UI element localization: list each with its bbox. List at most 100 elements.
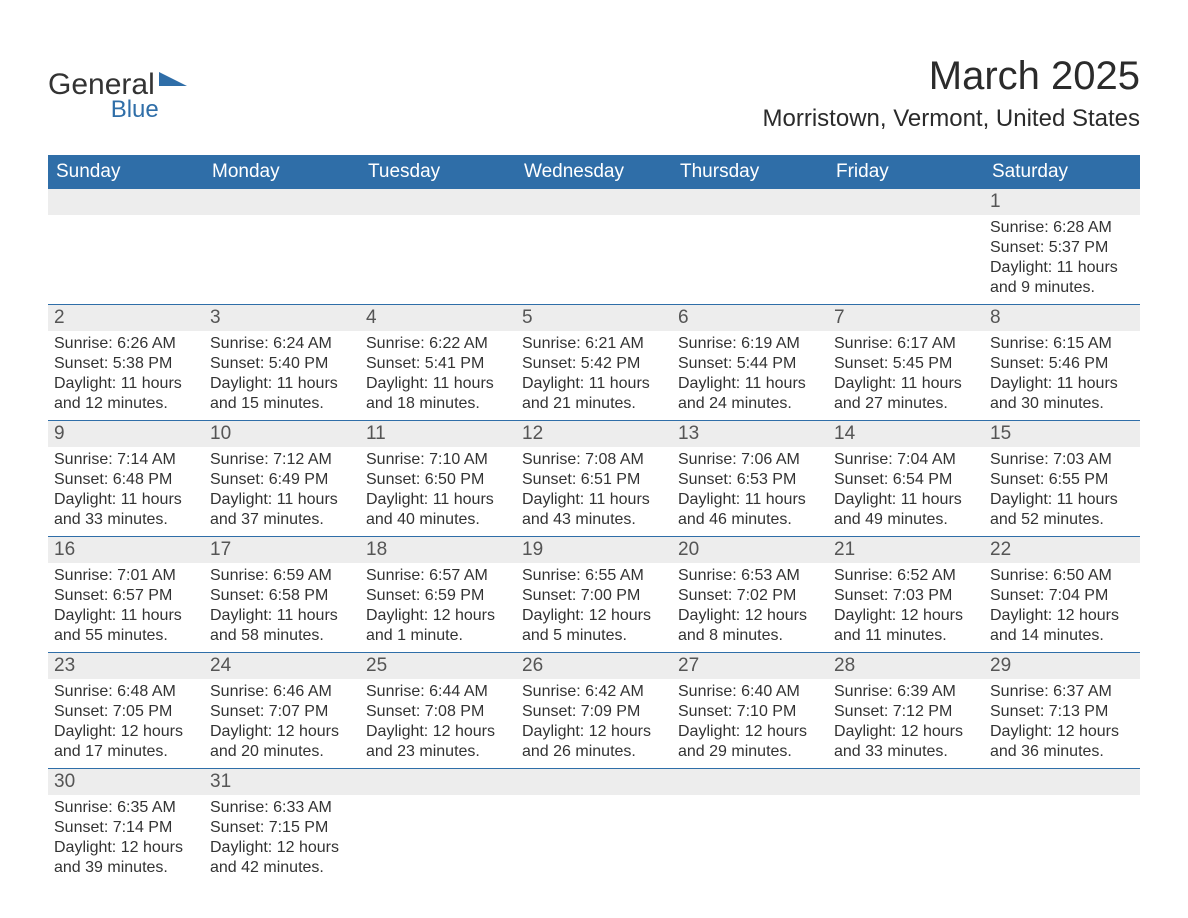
sunrise-line: Sunrise: 6:53 AM [678, 566, 822, 586]
sunset-line: Sunset: 5:38 PM [54, 354, 198, 374]
day-number-cell: 6 [672, 305, 828, 332]
daylight-line: Daylight: 11 hours and 49 minutes. [834, 490, 978, 530]
sunset-line: Sunset: 6:50 PM [366, 470, 510, 490]
day-details-cell: Sunrise: 6:37 AMSunset: 7:13 PMDaylight:… [984, 679, 1140, 769]
day-details-cell: Sunrise: 6:21 AMSunset: 5:42 PMDaylight:… [516, 331, 672, 421]
day-number-cell: 10 [204, 421, 360, 448]
day-number-cell: 12 [516, 421, 672, 448]
sunset-line: Sunset: 7:13 PM [990, 702, 1134, 722]
sunrise-line: Sunrise: 6:57 AM [366, 566, 510, 586]
weekday-header: Saturday [984, 155, 1140, 189]
sunset-line: Sunset: 6:59 PM [366, 586, 510, 606]
day-details-cell [672, 795, 828, 884]
daylight-line: Daylight: 12 hours and 29 minutes. [678, 722, 822, 762]
daylight-line: Daylight: 11 hours and 37 minutes. [210, 490, 354, 530]
sunrise-line: Sunrise: 6:33 AM [210, 798, 354, 818]
sunrise-line: Sunrise: 6:17 AM [834, 334, 978, 354]
day-details-cell: Sunrise: 6:26 AMSunset: 5:38 PMDaylight:… [48, 331, 204, 421]
day-number-cell: 26 [516, 653, 672, 680]
sunrise-line: Sunrise: 6:21 AM [522, 334, 666, 354]
sunset-line: Sunset: 5:41 PM [366, 354, 510, 374]
daylight-line: Daylight: 12 hours and 33 minutes. [834, 722, 978, 762]
daylight-line: Daylight: 12 hours and 5 minutes. [522, 606, 666, 646]
sunset-line: Sunset: 5:45 PM [834, 354, 978, 374]
day-number-cell: 19 [516, 537, 672, 564]
sunrise-line: Sunrise: 6:55 AM [522, 566, 666, 586]
sunset-line: Sunset: 7:04 PM [990, 586, 1134, 606]
day-number-cell [204, 189, 360, 215]
daylight-line: Daylight: 12 hours and 23 minutes. [366, 722, 510, 762]
week-daynum-row: 9101112131415 [48, 421, 1140, 448]
week-details-row: Sunrise: 6:35 AMSunset: 7:14 PMDaylight:… [48, 795, 1140, 884]
day-number-cell: 21 [828, 537, 984, 564]
week-details-row: Sunrise: 6:26 AMSunset: 5:38 PMDaylight:… [48, 331, 1140, 421]
sunrise-line: Sunrise: 6:19 AM [678, 334, 822, 354]
sunset-line: Sunset: 5:40 PM [210, 354, 354, 374]
day-number-cell [516, 189, 672, 215]
day-details-cell: Sunrise: 6:59 AMSunset: 6:58 PMDaylight:… [204, 563, 360, 653]
sunset-line: Sunset: 7:12 PM [834, 702, 978, 722]
sunrise-line: Sunrise: 7:14 AM [54, 450, 198, 470]
daylight-line: Daylight: 11 hours and 24 minutes. [678, 374, 822, 414]
day-number-cell: 24 [204, 653, 360, 680]
sunset-line: Sunset: 7:07 PM [210, 702, 354, 722]
day-details-cell: Sunrise: 6:40 AMSunset: 7:10 PMDaylight:… [672, 679, 828, 769]
week-daynum-row: 2345678 [48, 305, 1140, 332]
day-details-cell: Sunrise: 7:03 AMSunset: 6:55 PMDaylight:… [984, 447, 1140, 537]
day-details-cell: Sunrise: 7:01 AMSunset: 6:57 PMDaylight:… [48, 563, 204, 653]
daylight-line: Daylight: 11 hours and 15 minutes. [210, 374, 354, 414]
day-number-cell [672, 189, 828, 215]
sunrise-line: Sunrise: 6:48 AM [54, 682, 198, 702]
sunset-line: Sunset: 6:54 PM [834, 470, 978, 490]
week-details-row: Sunrise: 6:28 AMSunset: 5:37 PMDaylight:… [48, 215, 1140, 305]
day-number-cell: 1 [984, 189, 1140, 215]
daylight-line: Daylight: 11 hours and 21 minutes. [522, 374, 666, 414]
sunset-line: Sunset: 7:00 PM [522, 586, 666, 606]
day-number-cell: 25 [360, 653, 516, 680]
daylight-line: Daylight: 12 hours and 42 minutes. [210, 838, 354, 878]
daylight-line: Daylight: 12 hours and 1 minute. [366, 606, 510, 646]
sunrise-line: Sunrise: 6:28 AM [990, 218, 1134, 238]
sunset-line: Sunset: 5:42 PM [522, 354, 666, 374]
day-details-cell: Sunrise: 7:10 AMSunset: 6:50 PMDaylight:… [360, 447, 516, 537]
day-number-cell: 3 [204, 305, 360, 332]
daylight-line: Daylight: 11 hours and 30 minutes. [990, 374, 1134, 414]
week-details-row: Sunrise: 7:01 AMSunset: 6:57 PMDaylight:… [48, 563, 1140, 653]
day-number-cell: 9 [48, 421, 204, 448]
day-details-cell: Sunrise: 6:33 AMSunset: 7:15 PMDaylight:… [204, 795, 360, 884]
day-number-cell: 15 [984, 421, 1140, 448]
day-details-cell: Sunrise: 7:08 AMSunset: 6:51 PMDaylight:… [516, 447, 672, 537]
day-details-cell [516, 215, 672, 305]
week-details-row: Sunrise: 7:14 AMSunset: 6:48 PM Daylight:… [48, 447, 1140, 537]
daylight-line: Daylight: 11 hours and 40 minutes. [366, 490, 510, 530]
logo-word2: Blue [111, 98, 159, 122]
sunset-line: Sunset: 6:48 PM [54, 470, 198, 490]
day-number-cell: 8 [984, 305, 1140, 332]
day-number-cell [48, 189, 204, 215]
day-number-cell: 4 [360, 305, 516, 332]
flag-icon [159, 72, 189, 101]
weekday-header: Wednesday [516, 155, 672, 189]
day-details-cell: Sunrise: 6:24 AMSunset: 5:40 PMDaylight:… [204, 331, 360, 421]
week-daynum-row: 1 [48, 189, 1140, 215]
day-details-cell: Sunrise: 7:06 AMSunset: 6:53 PMDaylight:… [672, 447, 828, 537]
calendar-table: Sunday Monday Tuesday Wednesday Thursday… [48, 155, 1140, 884]
day-number-cell: 13 [672, 421, 828, 448]
sunrise-line: Sunrise: 6:39 AM [834, 682, 978, 702]
sunrise-line: Sunrise: 6:15 AM [990, 334, 1134, 354]
sunrise-line: Sunrise: 6:40 AM [678, 682, 822, 702]
week-daynum-row: 23242526272829 [48, 653, 1140, 680]
day-details-cell: Sunrise: 6:17 AMSunset: 5:45 PMDaylight:… [828, 331, 984, 421]
sunset-line: Sunset: 6:53 PM [678, 470, 822, 490]
sunrise-line: Sunrise: 6:42 AM [522, 682, 666, 702]
daylight-line: Daylight: 11 hours and 18 minutes. [366, 374, 510, 414]
daylight-line: Daylight: 12 hours and 11 minutes. [834, 606, 978, 646]
sunrise-line: Sunrise: 7:03 AM [990, 450, 1134, 470]
weekday-row: Sunday Monday Tuesday Wednesday Thursday… [48, 155, 1140, 189]
day-number-cell: 30 [48, 769, 204, 796]
sunset-line: Sunset: 5:44 PM [678, 354, 822, 374]
day-details-cell: Sunrise: 6:55 AMSunset: 7:00 PMDaylight:… [516, 563, 672, 653]
sunset-line: Sunset: 7:10 PM [678, 702, 822, 722]
sunset-line: Sunset: 7:15 PM [210, 818, 354, 838]
daylight-line: Daylight: 11 hours and 55 minutes. [54, 606, 198, 646]
